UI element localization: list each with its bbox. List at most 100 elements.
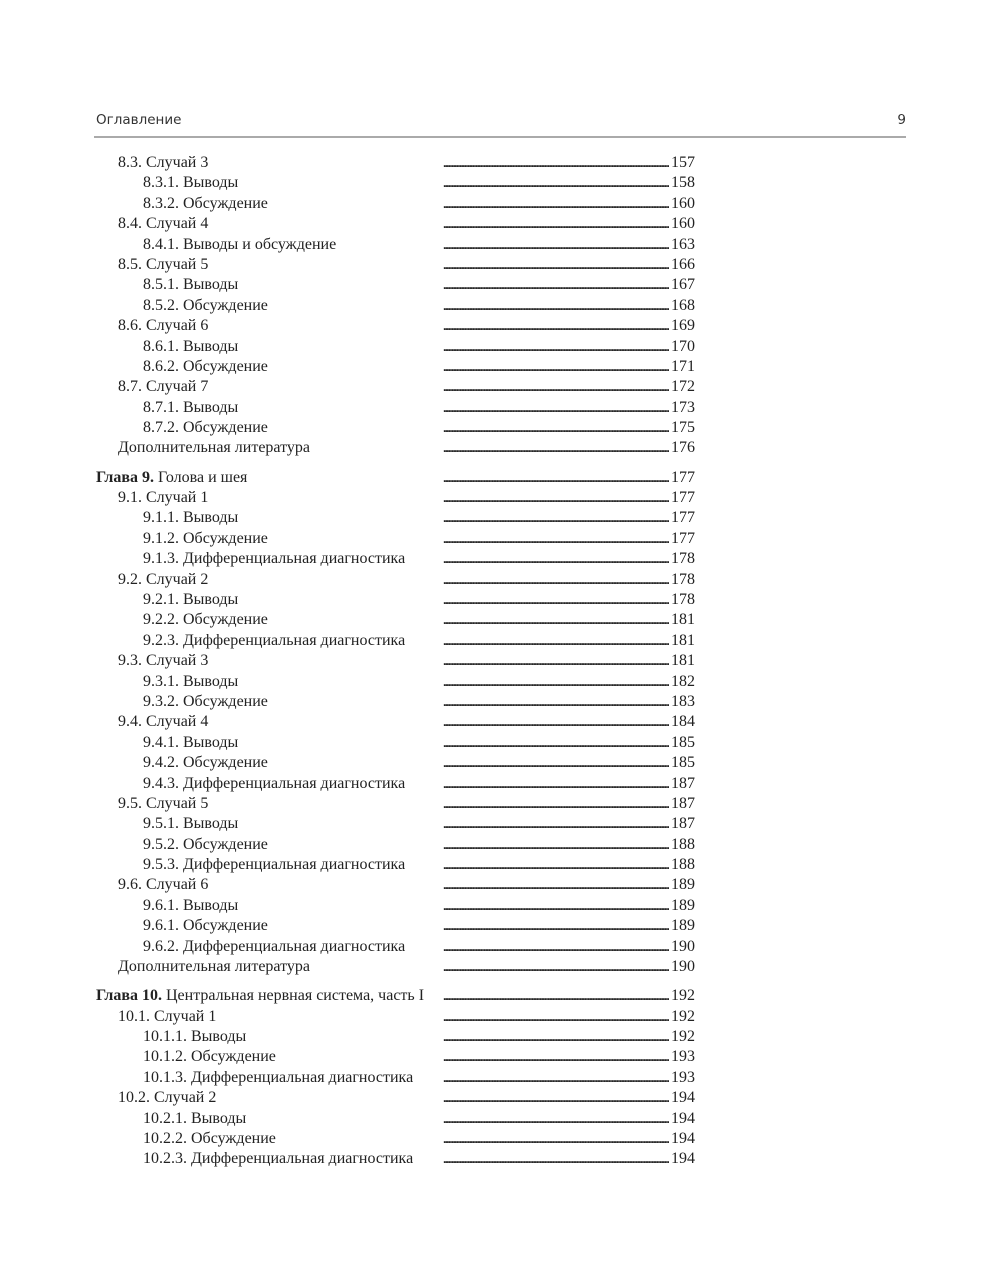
toc-entry[interactable]: Дополнительная литература 190 <box>96 957 695 977</box>
entry-label: Дополнительная литература <box>118 957 310 977</box>
entry-title: 9.1.3. Дифференциальная диагностика <box>143 550 406 568</box>
toc-entry[interactable]: 8.7.1. Выводы 173 <box>96 398 695 418</box>
entry-page-number: 187 <box>671 774 695 792</box>
toc-entry[interactable]: 8.4.1. Выводы и обсуждение 163 <box>96 235 695 255</box>
entry-page-number: 194 <box>671 1129 695 1147</box>
toc-entry[interactable]: 9.5.3. Дифференциальная диагностика 188 <box>96 855 695 875</box>
toc-entry[interactable]: 9.1.1. Выводы 177 <box>96 508 695 528</box>
toc-entry[interactable]: 8.3. Случай 3 157 <box>96 153 695 173</box>
toc-entry[interactable]: 10.2.2. Обсуждение 194 <box>96 1129 695 1149</box>
toc-entry[interactable]: 9.1.2. Обсуждение 177 <box>96 529 695 549</box>
entry-title: 8.4.1. Выводы и обсуждение <box>143 235 337 253</box>
toc-entry[interactable]: 10.2.1. Выводы 194 <box>96 1109 695 1129</box>
entry-label: 9.1. Случай 1 <box>118 488 208 508</box>
dot-leader <box>336 235 669 255</box>
dot-leader <box>413 1068 669 1088</box>
dot-leader <box>268 753 669 773</box>
entry-label: 9.6. Случай 6 <box>118 875 208 895</box>
entry-label: 9.4.2. Обсуждение <box>143 753 268 773</box>
toc-entry[interactable]: 8.7. Случай 7 172 <box>96 377 695 397</box>
toc-entry[interactable]: 10.2. Случай 2 194 <box>96 1088 695 1108</box>
toc-entry[interactable]: 9.4.1. Выводы 185 <box>96 733 695 753</box>
entry-label: 10.2.1. Выводы <box>143 1109 246 1129</box>
toc-entry[interactable]: 9.6.2. Дифференциальная диагностика 190 <box>96 937 695 957</box>
entry-title: 8.3.1. Выводы <box>143 174 239 192</box>
entry-page-number: 177 <box>671 489 695 507</box>
entry-page-number: 170 <box>671 337 695 355</box>
toc-chapter-entry[interactable]: Глава 10. Центральная нервная система, ч… <box>96 986 695 1006</box>
toc-entry[interactable]: 8.7.2. Обсуждение 175 <box>96 418 695 438</box>
toc-entry[interactable]: 8.4. Случай 4 160 <box>96 214 695 234</box>
toc-entry[interactable]: Дополнительная литература 176 <box>96 438 695 458</box>
toc-entry[interactable]: 9.1. Случай 1 177 <box>96 488 695 508</box>
toc-entry[interactable]: 10.1.3. Дифференциальная диагностика 193 <box>96 1068 695 1088</box>
toc-entry[interactable]: 8.6.1. Выводы 170 <box>96 337 695 357</box>
entry-label: 10.2.2. Обсуждение <box>143 1129 276 1149</box>
dot-leader <box>405 855 669 875</box>
toc-entry[interactable]: 8.5.1. Выводы 167 <box>96 275 695 295</box>
dot-leader <box>238 275 669 295</box>
dot-leader <box>208 377 669 397</box>
entry-title: 9.5.1. Выводы <box>143 815 239 833</box>
entry-label: 9.3.2. Обсуждение <box>143 692 268 712</box>
entry-label: 9.4.3. Дифференциальная диагностика <box>143 774 405 794</box>
toc-entry[interactable]: 9.5. Случай 5 187 <box>96 794 695 814</box>
toc-entry[interactable]: 8.3.1. Выводы 158 <box>96 173 695 193</box>
toc-entry[interactable]: 10.1. Случай 1 192 <box>96 1007 695 1027</box>
toc-entry[interactable]: 9.6.1. Обсуждение 189 <box>96 916 695 936</box>
entry-page-number: 178 <box>671 570 695 588</box>
entry-page-number: 193 <box>671 1048 695 1066</box>
entry-title: 9.5.3. Дифференциальная диагностика <box>143 856 406 874</box>
entry-page-number: 187 <box>671 815 695 833</box>
toc-entry[interactable]: 9.6.1. Выводы 189 <box>96 896 695 916</box>
toc-entry[interactable]: 9.5.1. Выводы 187 <box>96 814 695 834</box>
entry-label: 8.5.2. Обсуждение <box>143 296 268 316</box>
toc-entry[interactable]: 8.5. Случай 5 166 <box>96 255 695 275</box>
toc-entry[interactable]: 9.2. Случай 2 178 <box>96 570 695 590</box>
toc-entry[interactable]: 8.6.2. Обсуждение 171 <box>96 357 695 377</box>
entry-page-number: 185 <box>671 754 695 772</box>
page-number: 9 <box>897 112 906 128</box>
entry-title: 10.1.1. Выводы <box>143 1028 247 1045</box>
entry-label: 9.2.2. Обсуждение <box>143 610 268 630</box>
entry-label: 9.5.2. Обсуждение <box>143 835 268 855</box>
toc-entry[interactable]: 9.4.3. Дифференциальная диагностика 187 <box>96 774 695 794</box>
entry-label: 10.2. Случай 2 <box>118 1088 216 1108</box>
dot-leader <box>238 733 669 753</box>
toc-entry[interactable]: 10.2.3. Дифференциальная диагностика 194 <box>96 1149 695 1169</box>
toc-entry[interactable]: 9.4. Случай 4 184 <box>96 712 695 732</box>
entry-page-number: 176 <box>671 439 695 457</box>
entry-label: 8.3.1. Выводы <box>143 173 238 193</box>
entry-title: 8.4. Случай 4 <box>118 215 209 233</box>
toc-section: Глава 9. Голова и шея 177 9.1. Случай 1 177… <box>96 468 695 978</box>
entry-page-number: 189 <box>671 896 695 914</box>
entry-label: 10.1.2. Обсуждение <box>143 1047 276 1067</box>
toc-entry[interactable]: 8.6. Случай 6 169 <box>96 316 695 336</box>
toc-entry[interactable]: 8.5.2. Обсуждение 168 <box>96 296 695 316</box>
toc-entry[interactable]: 10.1.2. Обсуждение 193 <box>96 1047 695 1067</box>
toc-entry[interactable]: 9.2.1. Выводы 178 <box>96 590 695 610</box>
toc-entry[interactable]: 9.3. Случай 3 181 <box>96 651 695 671</box>
toc-entry[interactable]: 9.4.2. Обсуждение 185 <box>96 753 695 773</box>
chapter-prefix: Глава 9. <box>96 468 154 486</box>
dot-leader <box>208 214 669 234</box>
entry-title: 10.2.3. Дифференциальная диагностика <box>143 1150 414 1168</box>
toc-entry[interactable]: 9.1.3. Дифференциальная диагностика 178 <box>96 549 695 569</box>
entry-page-number: 167 <box>671 276 695 294</box>
toc-chapter-entry[interactable]: Глава 9. Голова и шея 177 <box>96 468 695 488</box>
dot-leader <box>208 488 669 508</box>
toc-entry[interactable]: 9.5.2. Обсуждение 188 <box>96 835 695 855</box>
toc-entry[interactable]: 9.2.2. Обсуждение 181 <box>96 610 695 630</box>
toc-entry[interactable]: 9.3.2. Обсуждение 183 <box>96 692 695 712</box>
toc-entry[interactable]: 9.2.3. Дифференциальная диагностика 181 <box>96 631 695 651</box>
dot-leader <box>208 875 669 895</box>
toc-entry[interactable]: 9.3.1. Выводы 182 <box>96 672 695 692</box>
toc-entry[interactable]: 10.1.1. Выводы 192 <box>96 1027 695 1047</box>
entry-label: 9.5.3. Дифференциальная диагностика <box>143 855 405 875</box>
entry-label: 8.4. Случай 4 <box>118 214 208 234</box>
toc-entry[interactable]: 9.6. Случай 6 189 <box>96 875 695 895</box>
toc-entry[interactable]: 8.3.2. Обсуждение 160 <box>96 194 695 214</box>
entry-page-number: 194 <box>671 1150 695 1168</box>
entry-label: 8.6.2. Обсуждение <box>143 357 268 377</box>
entry-title: 9.6.2. Дифференциальная диагностика <box>143 937 406 955</box>
